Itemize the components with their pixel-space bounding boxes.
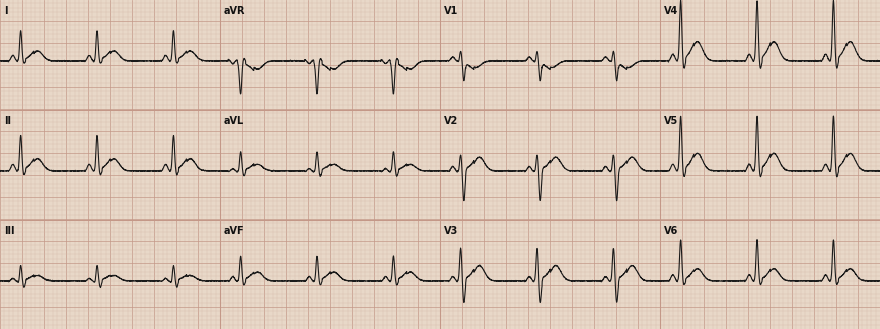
Text: II: II — [4, 116, 11, 126]
Text: V4: V4 — [664, 6, 678, 16]
Text: V3: V3 — [444, 226, 458, 236]
Text: aVR: aVR — [224, 6, 246, 16]
Text: V2: V2 — [444, 116, 458, 126]
Text: V5: V5 — [664, 116, 678, 126]
Text: aVL: aVL — [224, 116, 245, 126]
Text: aVF: aVF — [224, 226, 245, 236]
Text: V6: V6 — [664, 226, 678, 236]
Text: V1: V1 — [444, 6, 458, 16]
Text: III: III — [4, 226, 14, 236]
Text: I: I — [4, 6, 8, 16]
